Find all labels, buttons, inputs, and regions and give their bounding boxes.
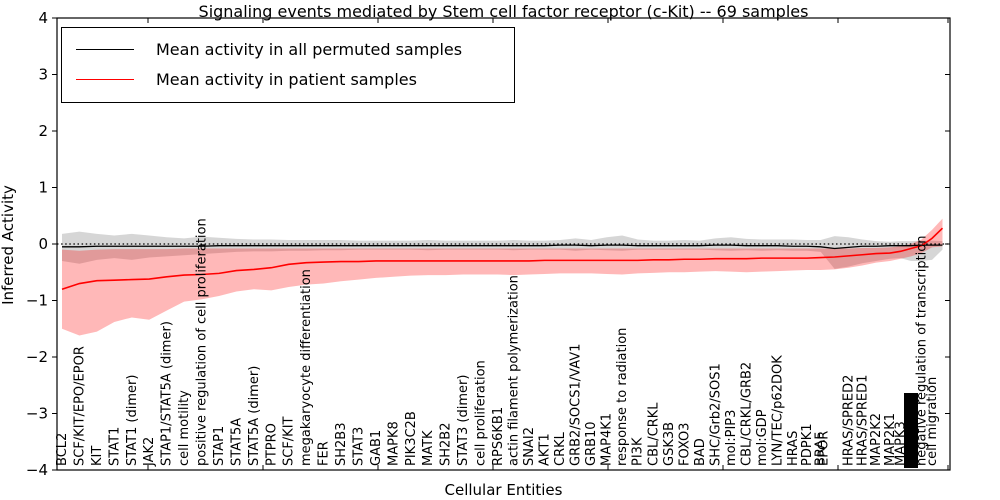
y-tick-label: 1 xyxy=(38,179,48,197)
x-category-label: CRKL xyxy=(553,431,568,466)
permuted-mean-line xyxy=(62,244,943,250)
permuted-confidence-band xyxy=(62,231,943,269)
y-tick-label: 4 xyxy=(38,9,48,27)
black-line-sample xyxy=(76,48,134,50)
x-category-label: megakaryocyte differentiation xyxy=(299,269,314,466)
x-category-label: GSK3B xyxy=(662,422,677,466)
legend-box: Mean activity in all permuted samples Me… xyxy=(61,27,515,103)
overlapping-labels-cluster xyxy=(904,393,918,468)
x-category-label: PDPK1 xyxy=(800,424,815,467)
x-category-label: SH2B2 xyxy=(439,423,454,467)
patient-confidence-band xyxy=(62,218,943,336)
x-category-label: response to radiation xyxy=(615,328,630,466)
x-category-label: negative regulation of transcription xyxy=(915,236,930,467)
patient-mean-line xyxy=(61,227,944,290)
y-tick-label: 0 xyxy=(38,235,48,253)
x-category-label: RPS6KB1 xyxy=(491,407,506,466)
x-category-label: PI3K xyxy=(631,437,646,466)
chart-title: Signaling events mediated by Stem cell f… xyxy=(198,2,809,21)
x-category-label: cell proliferation xyxy=(474,360,489,466)
x-category-label: CBL/CRKL/GRB2 xyxy=(739,362,754,466)
y-tick-label: 3 xyxy=(38,66,48,84)
x-category-label: GRB10 xyxy=(584,421,599,466)
x-category-label: cell motility xyxy=(177,390,192,466)
x-category-label: STAT5A (dimer) xyxy=(247,366,262,466)
x-category-label: JAK2 xyxy=(142,437,157,467)
x-category-label: MAP2K2 xyxy=(869,413,884,466)
x-category-label: SHC/Grb2/SOS1 xyxy=(708,363,723,466)
legend-label-permuted: Mean activity in all permuted samples xyxy=(156,39,463,59)
y-tick-label: −3 xyxy=(26,405,48,423)
x-category-label: AKT1 xyxy=(538,433,553,466)
x-category-label: MATK xyxy=(421,430,436,466)
x-category-label: STAT1 xyxy=(107,427,122,466)
x-category-label: MAP4K1 xyxy=(600,413,615,466)
x-category-label: MAPK8 xyxy=(386,421,401,466)
x-category-label: BRAF xyxy=(814,432,829,466)
x-category-label: SH2B3 xyxy=(334,423,349,467)
x-category-label: HRAS/SPRED2 xyxy=(841,375,856,466)
legend-label-patient: Mean activity in patient samples xyxy=(156,69,417,89)
x-category-label: STAT3 xyxy=(352,427,367,466)
x-category-label: actin filament polymerization xyxy=(507,275,522,466)
x-category-label: STAT5A xyxy=(229,418,244,466)
x-category-label: EPOR xyxy=(817,431,832,466)
x-category-label: HRAS/SPRED1 xyxy=(855,375,870,466)
y-tick-label: −2 xyxy=(26,348,48,366)
x-category-label: SNAI2 xyxy=(522,427,537,466)
y-tick-label: 2 xyxy=(38,122,48,140)
x-category-label: FOXO3 xyxy=(677,423,692,466)
x-category-label: HRAS xyxy=(786,431,801,466)
x-category-label: mol:GDP xyxy=(755,409,770,466)
x-category-label: BCL2 xyxy=(55,433,70,466)
x-category-label: BAD xyxy=(693,438,708,466)
x-category-label: STAT1 (dimer) xyxy=(125,375,140,466)
x-category-label: STAT3 (dimer) xyxy=(456,375,471,466)
legend-entry-patient: Mean activity in patient samples xyxy=(62,64,514,94)
x-category-label: positive regulation of cell proliferatio… xyxy=(195,218,210,466)
x-category-label: mol:PIP3 xyxy=(724,410,739,466)
x-category-label: MAP2K1 xyxy=(883,413,898,466)
x-category-label: FER xyxy=(317,441,332,466)
x-category-label: STAP1/STAT5A (dimer) xyxy=(160,321,175,466)
x-category-label: LYN/TEC/p62DOK xyxy=(771,355,786,466)
x-category-label: cell migration xyxy=(925,377,940,466)
x-category-label: SCF/KIT xyxy=(282,416,297,466)
y-tick-label: −1 xyxy=(26,292,48,310)
x-category-label: CBL/CRKL xyxy=(646,402,661,466)
x-category-label: KIT xyxy=(90,446,105,466)
x-category-label: STAP1 xyxy=(212,426,227,466)
y-axis-label: Inferred Activity xyxy=(0,185,17,305)
red-line-sample xyxy=(76,78,134,80)
x-category-label: SCF/KIT/EPO/EPOR xyxy=(72,346,87,466)
x-category-label: GAB1 xyxy=(369,430,384,466)
x-category-label: PTPRO xyxy=(264,423,279,466)
legend-entry-permuted: Mean activity in all permuted samples xyxy=(62,34,514,64)
x-category-label: GRB2/SOCS1/VAV1 xyxy=(569,344,584,466)
x-axis-label: Cellular Entities xyxy=(444,481,563,499)
y-tick-label: −4 xyxy=(26,461,48,479)
x-category-label: PIK3C2B xyxy=(404,411,419,466)
